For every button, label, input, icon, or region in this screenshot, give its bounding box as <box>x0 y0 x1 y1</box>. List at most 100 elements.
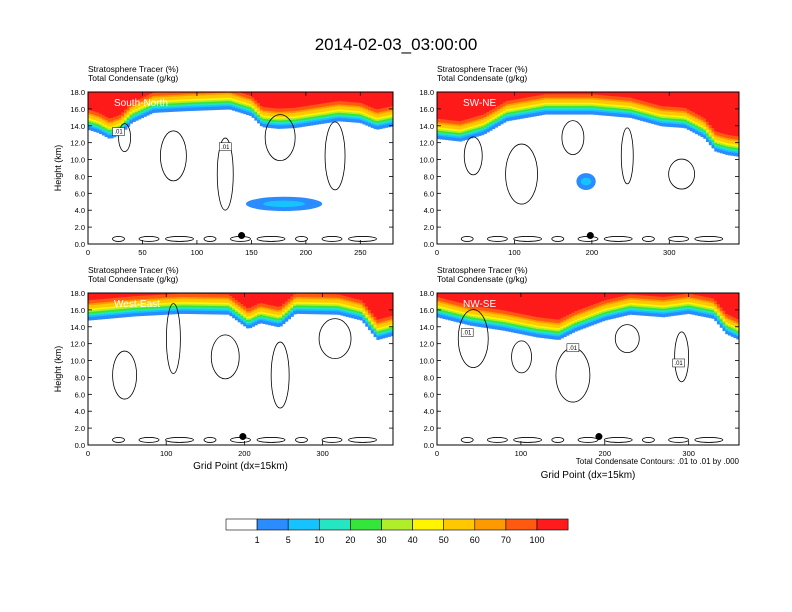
tracer-cell <box>124 115 128 118</box>
tracer-cell <box>538 92 542 96</box>
tracer-cell <box>483 114 488 118</box>
tracer-cell <box>588 100 592 103</box>
tracer-cell <box>475 119 479 122</box>
tracer-cell <box>315 95 319 98</box>
tracer-cell <box>168 297 172 300</box>
tracer-cell <box>190 108 194 111</box>
tracer-cell <box>107 313 111 316</box>
tracer-cell <box>304 120 308 124</box>
tracer-cell <box>653 112 658 115</box>
tracer-cell <box>508 92 512 94</box>
tracer-cell <box>725 117 729 120</box>
tracer-cell <box>149 296 153 299</box>
tracer-cell <box>146 99 150 103</box>
tracer-cell <box>604 101 608 104</box>
tracer-cell <box>648 109 652 112</box>
tracer-cell <box>623 92 628 94</box>
tracer-cell <box>176 298 181 301</box>
tracer-cell <box>307 120 311 123</box>
tracer-cell <box>697 97 702 101</box>
tracer-cell <box>182 293 186 296</box>
tracer-cell <box>176 308 181 311</box>
tracer-cell <box>135 310 139 313</box>
tracer-cell <box>736 154 739 157</box>
tracer-cell <box>642 105 647 109</box>
tracer-cell <box>90 293 95 295</box>
tracer-cell <box>165 101 170 104</box>
tracer-cell <box>387 111 391 114</box>
tracer-cell <box>179 309 183 313</box>
tracer-cell <box>522 99 526 102</box>
tracer-cell <box>104 315 109 318</box>
tracer-cell <box>733 126 737 130</box>
tracer-cell <box>257 117 261 121</box>
tracer-cell <box>596 102 600 105</box>
tracer-cell <box>703 112 707 116</box>
tracer-cell <box>711 110 715 113</box>
tracer-cell <box>703 126 707 129</box>
tracer-cell <box>118 305 122 308</box>
tracer-cell <box>345 118 350 121</box>
tracer-cell <box>295 92 300 94</box>
tracer-cell <box>104 124 109 127</box>
tracer-cell <box>736 147 739 150</box>
tracer-cell <box>273 122 278 126</box>
tracer-cell <box>722 101 726 104</box>
tracer-cell <box>132 101 136 104</box>
tracer-cell <box>124 118 128 122</box>
tracer-cell <box>601 92 606 94</box>
tracer-cell <box>384 95 389 98</box>
tracer-cell <box>112 99 117 102</box>
x-tick-label: 0 <box>435 248 439 257</box>
tracer-cell <box>129 116 133 119</box>
tracer-cell <box>442 96 446 100</box>
tracer-cell <box>706 111 710 114</box>
tracer-cell <box>673 104 677 108</box>
tracer-cell <box>475 93 479 97</box>
tracer-cell <box>568 108 573 112</box>
tracer-cell <box>651 99 655 102</box>
tracer-cell <box>711 95 715 98</box>
tracer-cell <box>315 117 319 120</box>
tracer-cell <box>684 107 688 110</box>
tracer-cell <box>684 119 688 122</box>
tracer-cell <box>232 96 236 99</box>
tracer-cell <box>384 96 389 100</box>
tracer-cell <box>359 114 364 117</box>
tracer-cell <box>439 110 444 113</box>
tracer-cell <box>714 95 718 98</box>
tracer-cell <box>354 115 358 118</box>
tracer-cell <box>307 93 311 96</box>
tracer-cell <box>612 102 617 105</box>
tracer-cell <box>461 113 466 116</box>
tracer-cell <box>585 98 589 102</box>
tracer-cell <box>340 114 344 117</box>
tracer-cell <box>447 127 452 131</box>
tracer-cell <box>653 108 658 112</box>
tracer-cell <box>146 299 150 303</box>
tracer-cell <box>692 110 696 113</box>
tracer-cell <box>656 97 660 101</box>
tracer-cell <box>555 98 559 102</box>
tracer-cell <box>697 116 702 119</box>
tracer-cell <box>678 100 682 103</box>
tracer-cell <box>146 111 150 114</box>
tracer-cell <box>491 113 496 116</box>
tracer-cell <box>513 102 518 105</box>
tracer-cell <box>237 98 242 101</box>
tracer-cell <box>722 92 726 95</box>
tracer-cell <box>381 102 386 105</box>
tracer-cell <box>162 98 167 101</box>
tracer-cell <box>681 118 685 122</box>
tracer-cell <box>187 293 192 296</box>
tracer-cell <box>262 106 267 109</box>
tracer-cell <box>276 96 280 99</box>
tracer-cell <box>719 127 724 130</box>
tracer-cell <box>126 105 131 109</box>
tracer-cell <box>151 296 156 299</box>
tracer-cell <box>359 99 364 102</box>
tracer-cell <box>390 95 393 98</box>
tracer-cell <box>359 100 364 104</box>
tracer-cell <box>284 92 289 95</box>
tracer-cell <box>469 125 474 129</box>
